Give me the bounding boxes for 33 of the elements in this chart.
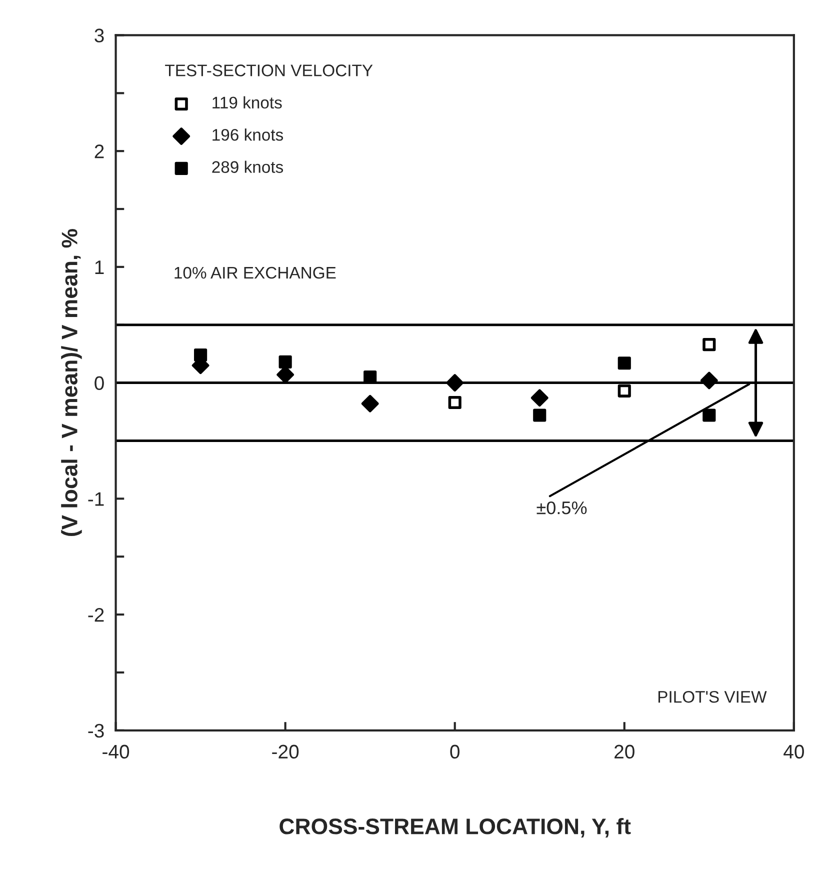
annotation: PILOT'S VIEW — [658, 690, 767, 703]
y-tick-label: 2 — [94, 144, 104, 158]
x-axis-title: CROSS-STREAM LOCATION, Y, ft — [280, 818, 631, 838]
point — [702, 338, 716, 352]
x-tick-label: 0 — [450, 744, 460, 759]
point — [194, 348, 208, 362]
x-tick-label: -40 — [102, 744, 130, 759]
y-tick-label: 0 — [94, 376, 104, 390]
y-tick-label: -3 — [88, 724, 104, 738]
point — [278, 355, 292, 368]
point — [361, 394, 379, 412]
point — [530, 389, 548, 407]
legend-title: TEST-SECTION VELOCITY — [165, 64, 373, 76]
point — [700, 372, 718, 390]
annotation: ±0.5% — [536, 501, 587, 514]
y-tick-label: 1 — [95, 260, 104, 274]
point — [448, 396, 462, 410]
y-axis-title: (V local - V mean)/ V mean, % — [61, 229, 82, 536]
legend-label: 196 knots — [212, 128, 284, 141]
point — [618, 384, 631, 398]
point — [618, 356, 631, 370]
x-tick-label: 40 — [784, 744, 804, 759]
x-tick-label: 20 — [614, 744, 634, 759]
legend-label: 289 knots — [212, 160, 284, 173]
point — [702, 408, 716, 422]
x-tick-label: -20 — [272, 744, 299, 759]
annotation: 10% AIR EXCHANGE — [174, 266, 336, 279]
point — [533, 408, 546, 422]
y-tick-label: 3 — [94, 28, 104, 42]
y-tick-label: -1 — [88, 492, 104, 506]
point — [446, 374, 464, 392]
legend-label: 119 knots — [212, 96, 282, 109]
y-tick-label: -2 — [88, 608, 104, 622]
